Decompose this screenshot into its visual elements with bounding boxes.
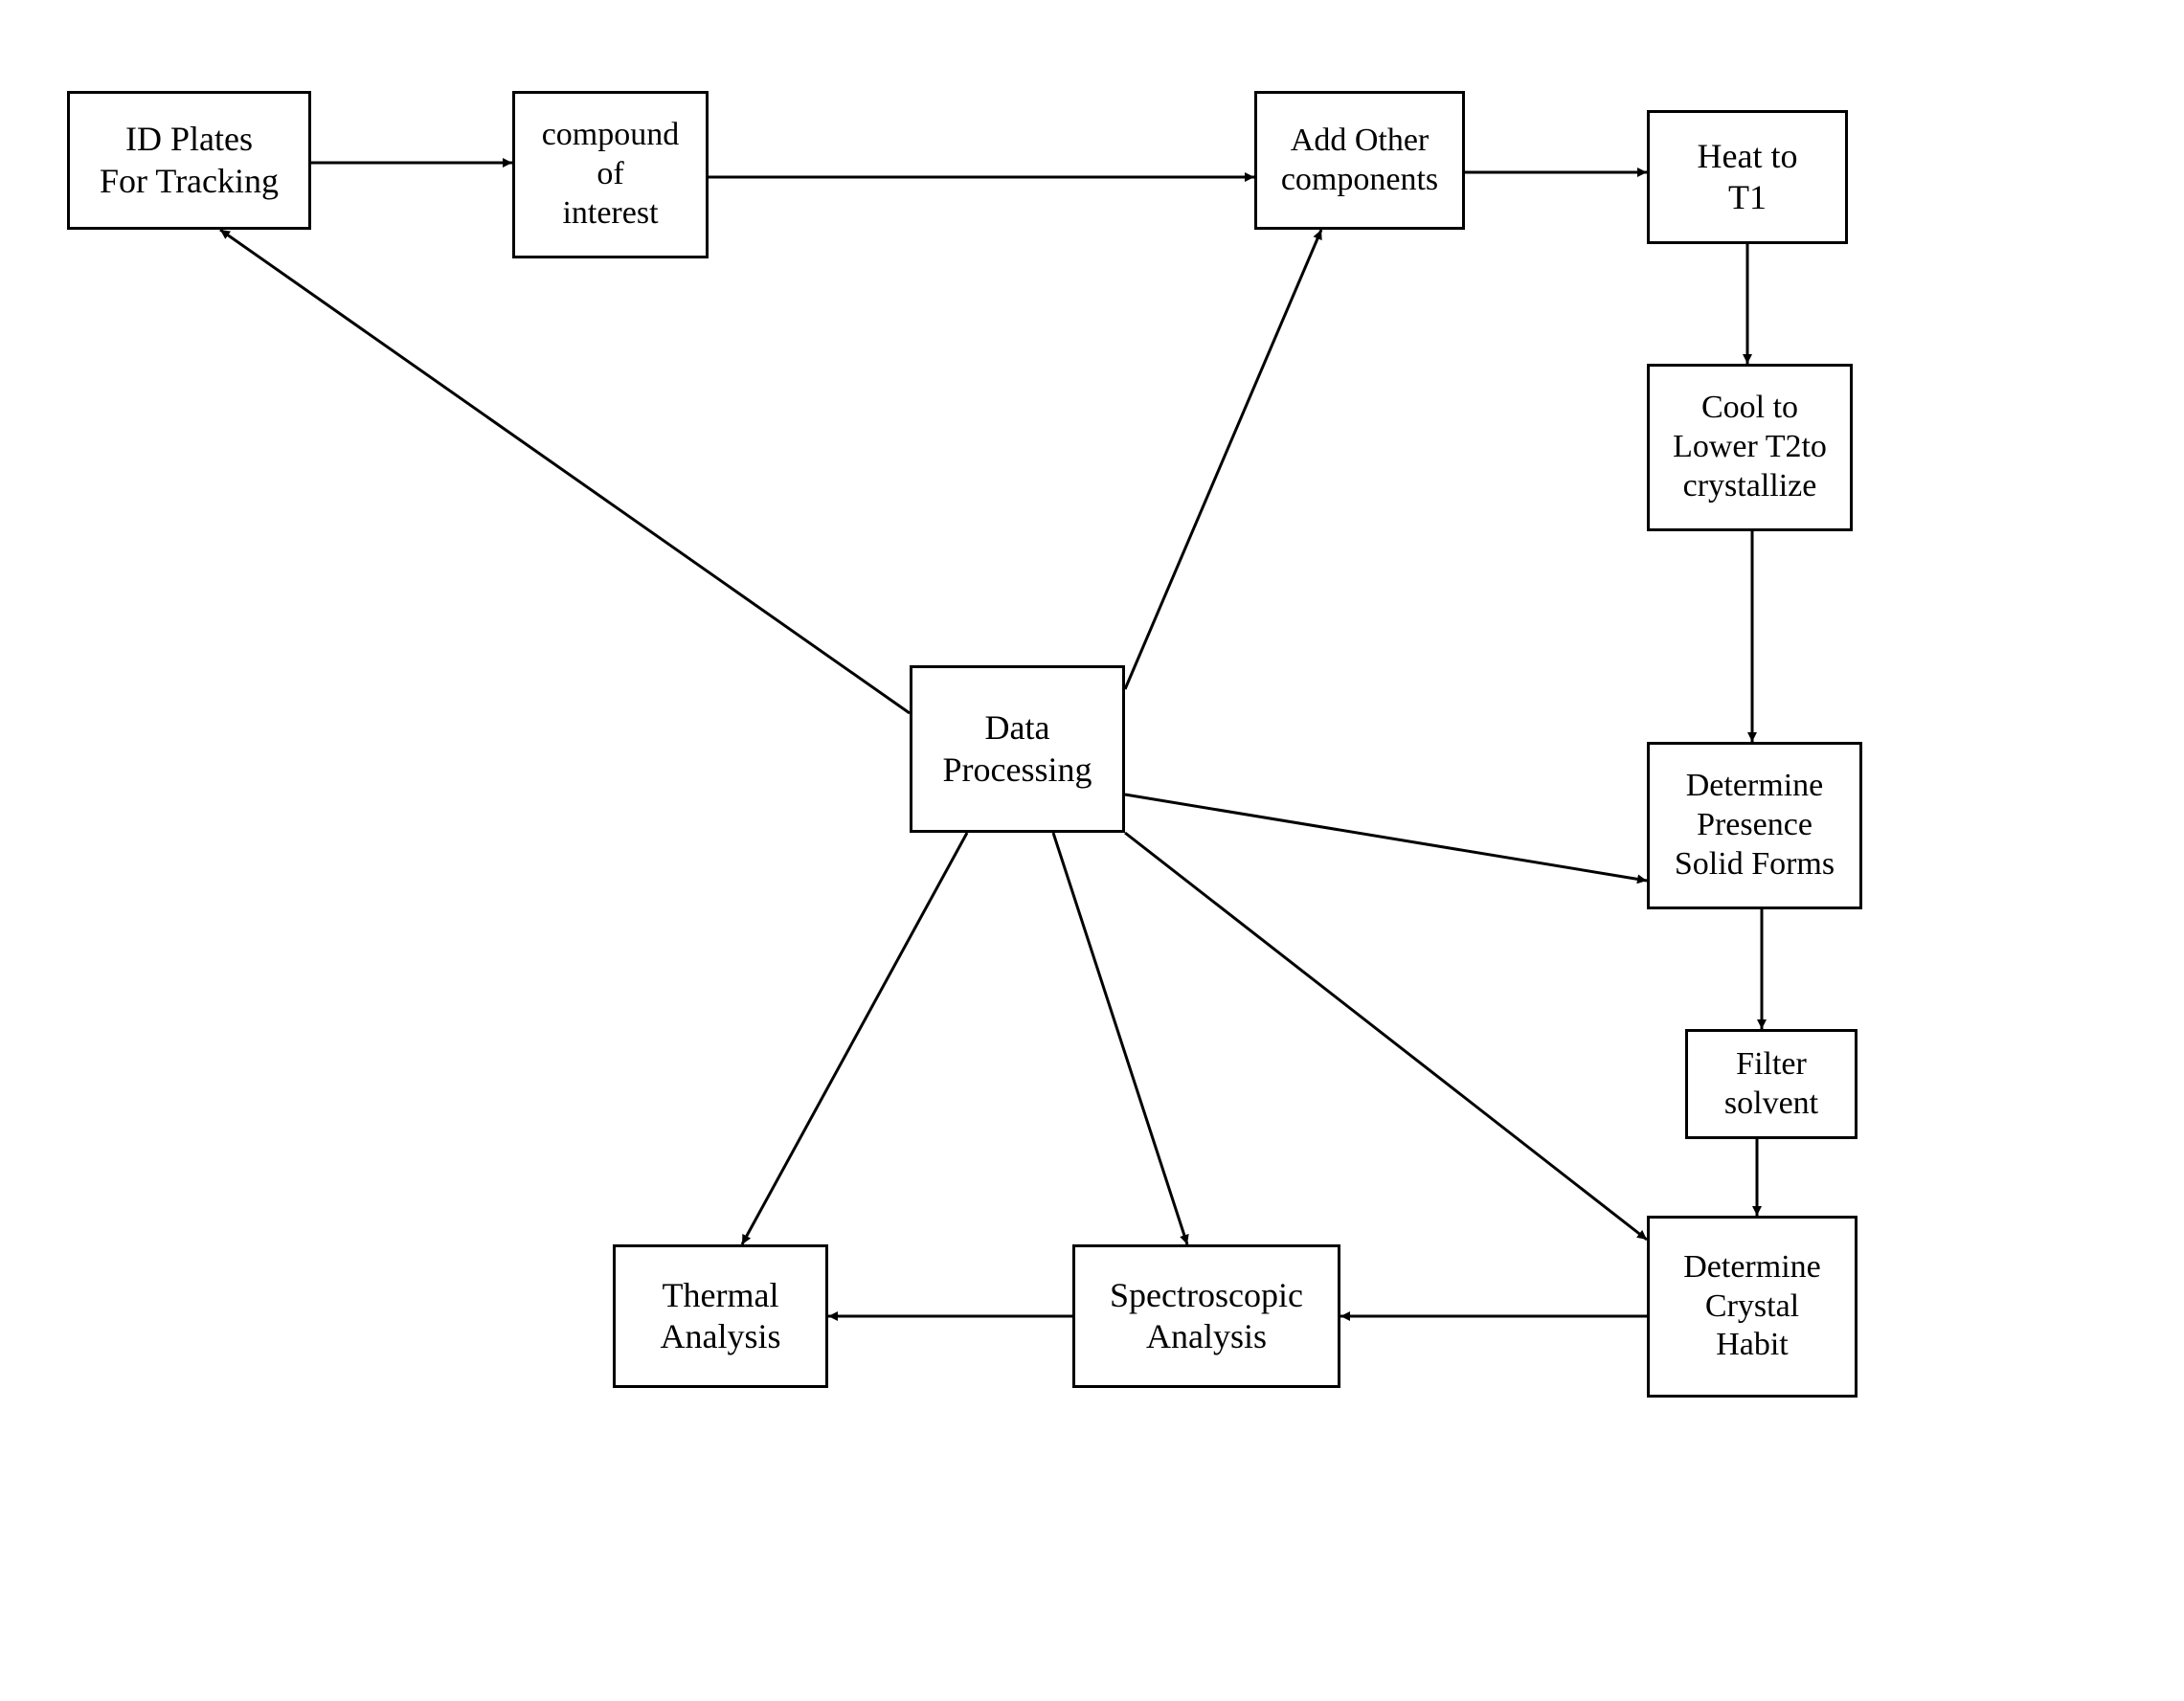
node-cool: Cool to Lower T2to crystallize bbox=[1647, 364, 1853, 531]
node-line: Heat to bbox=[1698, 136, 1798, 177]
node-line: Determine bbox=[1686, 767, 1824, 806]
node-line: Habit bbox=[1716, 1326, 1789, 1365]
node-determine-presence: Determine Presence Solid Forms bbox=[1647, 742, 1862, 909]
node-line: Analysis bbox=[1146, 1316, 1267, 1357]
node-line: T1 bbox=[1728, 177, 1767, 218]
edge bbox=[220, 230, 910, 713]
node-line: Analysis bbox=[661, 1316, 781, 1357]
node-line: Determine bbox=[1683, 1248, 1821, 1287]
node-thermal: Thermal Analysis bbox=[613, 1244, 828, 1388]
node-line: For Tracking bbox=[100, 161, 279, 202]
node-line: Thermal bbox=[663, 1275, 779, 1316]
node-data-processing: Data Processing bbox=[910, 665, 1125, 833]
node-line: Add Other bbox=[1291, 122, 1429, 161]
node-line: Crystal bbox=[1705, 1287, 1799, 1327]
node-line: Spectroscopic bbox=[1110, 1275, 1303, 1316]
node-line: components bbox=[1281, 161, 1438, 200]
node-line: Solid Forms bbox=[1675, 845, 1835, 884]
edge bbox=[1053, 833, 1187, 1244]
node-line: of bbox=[597, 155, 623, 194]
node-determine-crystal: Determine Crystal Habit bbox=[1647, 1216, 1858, 1398]
node-line: ID Plates bbox=[125, 119, 253, 160]
node-spectroscopic: Spectroscopic Analysis bbox=[1072, 1244, 1340, 1388]
node-line: Lower T2to bbox=[1673, 428, 1827, 467]
node-line: Cool to bbox=[1701, 389, 1798, 428]
edge bbox=[1125, 795, 1647, 881]
node-id-plates: ID Plates For Tracking bbox=[67, 91, 311, 230]
node-line: Processing bbox=[943, 750, 1092, 791]
node-line: crystallize bbox=[1683, 467, 1817, 506]
node-line: Data bbox=[985, 707, 1050, 749]
node-heat: Heat to T1 bbox=[1647, 110, 1848, 244]
edge bbox=[1125, 833, 1647, 1240]
node-line: solvent bbox=[1724, 1085, 1818, 1124]
node-line: interest bbox=[562, 194, 658, 234]
node-add-other: Add Other components bbox=[1254, 91, 1465, 230]
node-line: compound bbox=[542, 116, 680, 155]
edge bbox=[742, 833, 967, 1244]
node-compound: compound of interest bbox=[512, 91, 709, 258]
node-line: Filter bbox=[1736, 1045, 1807, 1085]
node-filter-solvent: Filter solvent bbox=[1685, 1029, 1858, 1139]
node-line: Presence bbox=[1697, 806, 1812, 845]
edge bbox=[1125, 230, 1321, 689]
